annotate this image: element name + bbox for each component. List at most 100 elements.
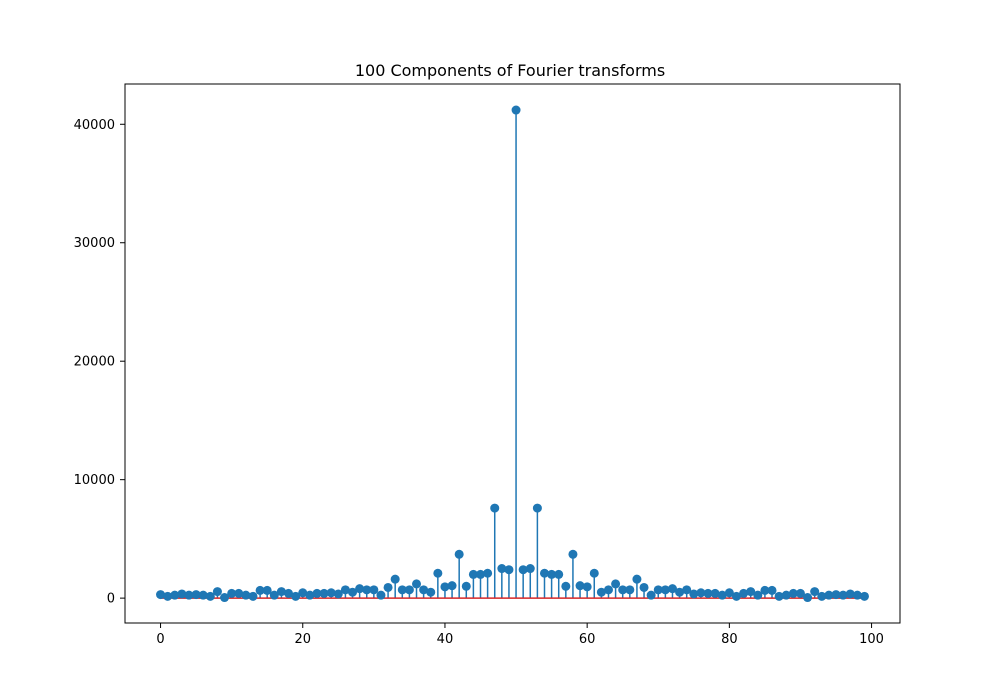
stem-marker xyxy=(746,587,756,597)
stem-marker xyxy=(625,585,635,595)
stem-marker xyxy=(355,584,365,594)
stem-marker xyxy=(646,590,656,600)
stem-marker xyxy=(397,585,407,595)
stem-marker xyxy=(156,590,166,600)
stem-marker xyxy=(241,590,251,600)
stem-marker xyxy=(191,590,201,600)
stem-marker xyxy=(603,585,613,595)
stem-marker xyxy=(831,590,841,600)
stem-marker xyxy=(440,582,450,592)
stem-marker xyxy=(518,565,528,575)
y-tick-label: 30000 xyxy=(74,236,115,251)
stem-marker xyxy=(504,565,514,575)
stem-marker xyxy=(653,585,663,595)
stem-marker xyxy=(753,590,763,600)
x-tick-label: 80 xyxy=(721,632,738,647)
stem-marker xyxy=(817,591,827,601)
stem-marker xyxy=(660,585,670,595)
stem-marker xyxy=(383,582,393,592)
stem-marker xyxy=(205,591,215,601)
y-tick-label: 0 xyxy=(107,592,115,607)
stem-marker xyxy=(724,588,734,598)
stem-marker xyxy=(433,568,443,578)
stem-marker xyxy=(803,593,813,603)
stem-marker xyxy=(454,549,464,559)
stem-marker xyxy=(319,588,329,598)
stem-marker xyxy=(589,568,599,578)
stem-marker xyxy=(497,564,507,574)
stem-marker xyxy=(419,585,429,595)
stem-marker xyxy=(582,582,592,592)
stem-marker xyxy=(262,585,272,595)
stem-marker xyxy=(717,590,727,600)
stem-marker xyxy=(781,590,791,600)
stem-marker xyxy=(461,581,471,591)
stem-marker xyxy=(198,590,208,600)
stem-marker xyxy=(177,589,187,599)
stem-marker xyxy=(845,589,855,599)
stem-marker xyxy=(333,589,343,599)
stem-marker xyxy=(483,568,493,578)
stem-marker xyxy=(312,588,322,598)
stem-marker xyxy=(795,588,805,598)
stem-marker xyxy=(369,585,379,595)
stem-marker xyxy=(276,587,286,597)
stem-marker xyxy=(184,590,194,600)
x-tick-label: 60 xyxy=(579,632,596,647)
stem-marker xyxy=(284,588,294,598)
stem-marker xyxy=(810,587,820,597)
stem-marker xyxy=(767,585,777,595)
x-axis: 0 20 40 60 80 100 xyxy=(156,623,884,647)
stem-marker xyxy=(234,588,244,598)
stem-marker xyxy=(340,585,350,595)
stem-marker xyxy=(561,581,571,591)
stem-marker xyxy=(269,590,279,600)
stem-marker xyxy=(511,105,521,115)
stem-marker xyxy=(326,588,336,598)
stem-marker xyxy=(220,593,230,603)
y-tick-label: 40000 xyxy=(74,118,115,133)
stem-marker xyxy=(859,591,869,601)
stem-marker xyxy=(305,590,315,600)
stem-marker xyxy=(838,590,848,600)
stem-marker xyxy=(447,581,457,591)
stem-marker xyxy=(632,574,642,584)
stem-marker xyxy=(788,588,798,598)
stem-marker xyxy=(675,587,685,597)
stem-marker xyxy=(412,579,422,589)
stem-marker xyxy=(362,585,372,595)
stem-marker xyxy=(682,585,692,595)
stem-marker xyxy=(689,589,699,599)
stem-marker xyxy=(532,503,542,513)
stem-marker xyxy=(696,588,706,598)
stem-marker xyxy=(212,587,222,597)
chart-title: 100 Components of Fourier transforms xyxy=(355,61,665,80)
stem-marker xyxy=(568,549,578,559)
stem-marker xyxy=(298,588,308,598)
plot-frame xyxy=(124,83,901,624)
stem-marker xyxy=(248,591,258,601)
stem-marker xyxy=(731,591,741,601)
x-tick-label: 0 xyxy=(156,632,164,647)
stem-marker xyxy=(390,574,400,584)
x-tick-label: 40 xyxy=(437,632,454,647)
stem-marker xyxy=(774,591,784,601)
stem-marker xyxy=(163,591,173,601)
stem-marker xyxy=(468,569,478,579)
stem-marker xyxy=(667,584,677,594)
stem-marker xyxy=(760,585,770,595)
stem-marker xyxy=(824,590,834,600)
stem-marker xyxy=(611,579,621,589)
stem-marker xyxy=(618,585,628,595)
stem-marker xyxy=(852,590,862,600)
y-tick-label: 10000 xyxy=(74,473,115,488)
y-axis: 0 10000 20000 30000 40000 xyxy=(74,118,125,607)
stem-marker xyxy=(710,588,720,598)
stem-marker xyxy=(404,585,414,595)
stem-marker xyxy=(739,588,749,598)
stem-marker xyxy=(476,569,486,579)
stem-marker xyxy=(376,590,386,600)
stem-marker xyxy=(547,569,557,579)
